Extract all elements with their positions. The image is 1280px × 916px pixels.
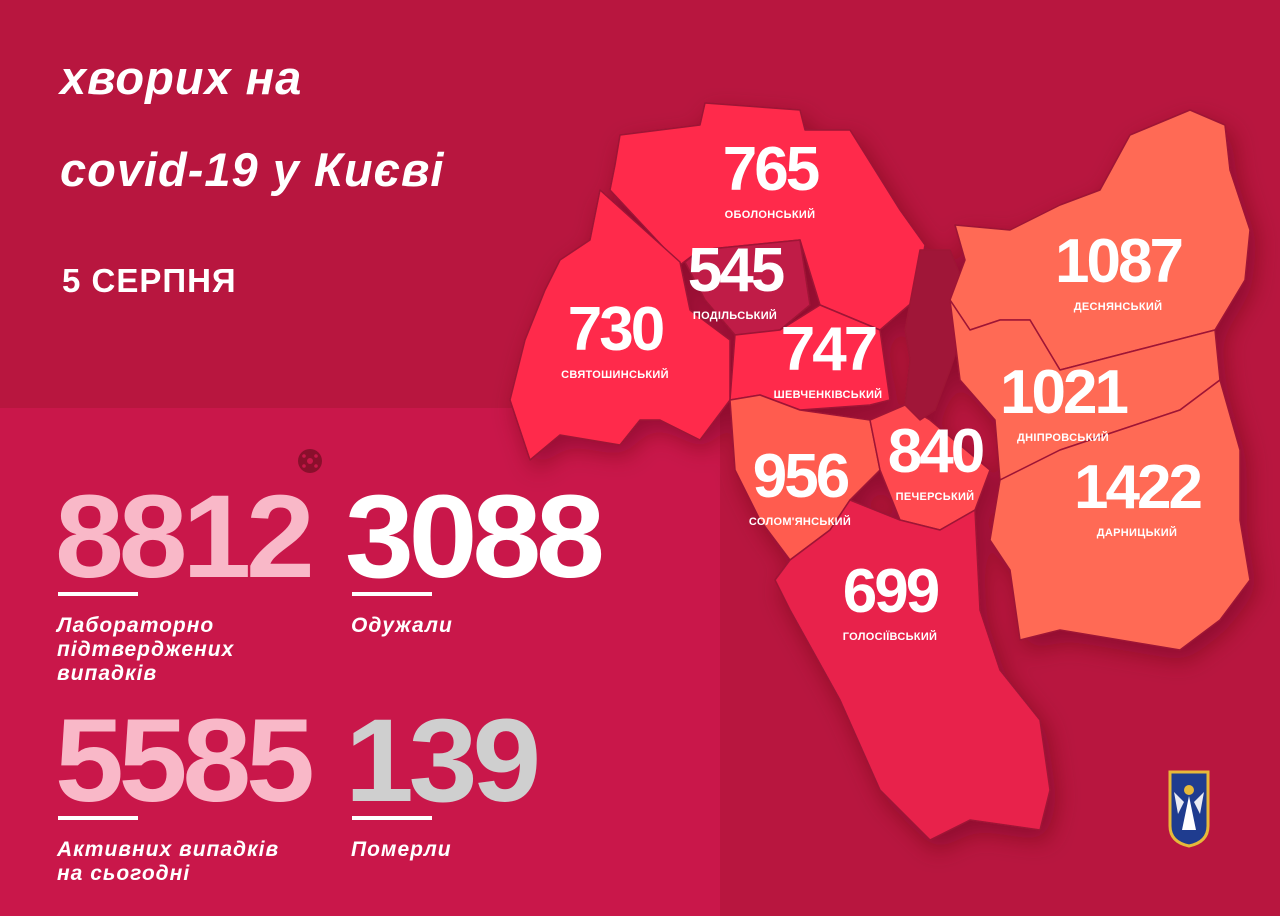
recovered-label: Одужали [351,614,453,637]
label-line: Активних випадків [57,838,280,861]
title-line-2: covid-19 у Києві [60,143,445,196]
deaths-value: 139 [345,695,541,827]
district-value: 699 [843,557,939,626]
title-line-1: хворих на [60,51,303,104]
district-value: 956 [753,442,849,511]
confirmed-cases-value: 8812 [55,471,315,603]
district-name: ГОЛОСІЇВСЬКИЙ [843,630,937,643]
divider [352,816,432,820]
district-name: ПЕЧЕРСЬКИЙ [896,490,975,503]
confirmed-cases-label: Лабораторно підтверджених випадків [57,614,234,686]
district-value: 1021 [1000,358,1127,427]
district-value: 747 [781,315,876,384]
kyiv-coat-of-arms-icon [1168,770,1210,848]
district-name: СВЯТОШИНСЬКИЙ [561,368,669,381]
deaths-label: Померли [351,838,452,861]
active-cases-label: Активних випадків на сьогодні [57,838,279,886]
divider [352,592,432,596]
district-podilskyi[interactable] [684,239,811,336]
district-name: ДНІПРОВСЬКИЙ [1017,431,1109,444]
district-value: 765 [723,135,819,204]
district-sviatoshynskyi[interactable] [509,189,731,461]
label-line: підтверджених [57,638,235,661]
district-name: ДЕСНЯНСЬКИЙ [1074,300,1163,313]
active-cases-value: 5585 [55,695,315,827]
divider [58,592,138,596]
label-line: випадків [57,662,158,685]
district-value: 1087 [1055,227,1181,296]
district-value: 1422 [1074,453,1200,522]
recovered-value: 3088 [345,471,605,603]
divider [58,816,138,820]
district-name: ОБОЛОНСЬКИЙ [725,208,816,221]
district-darnytskyi[interactable] [989,379,1251,651]
label-line: на сьогодні [57,862,191,885]
district-name: ДАРНИЦЬКИЙ [1097,526,1177,539]
report-date: 5 СЕРПНЯ [62,262,237,299]
virus-icon [298,449,322,473]
stats-panel [0,408,720,916]
label-line: Лабораторно [57,614,215,637]
district-value: 840 [888,417,983,486]
district-holosiivskyi[interactable] [774,499,1051,841]
district-name: ШЕВЧЕНКІВСЬКИЙ [774,388,883,401]
district-name: СОЛОМ'ЯНСЬКИЙ [749,515,851,528]
district-value: 545 [688,236,784,305]
district-name: ПОДІЛЬСЬКИЙ [693,309,777,322]
district-value: 730 [568,295,663,364]
